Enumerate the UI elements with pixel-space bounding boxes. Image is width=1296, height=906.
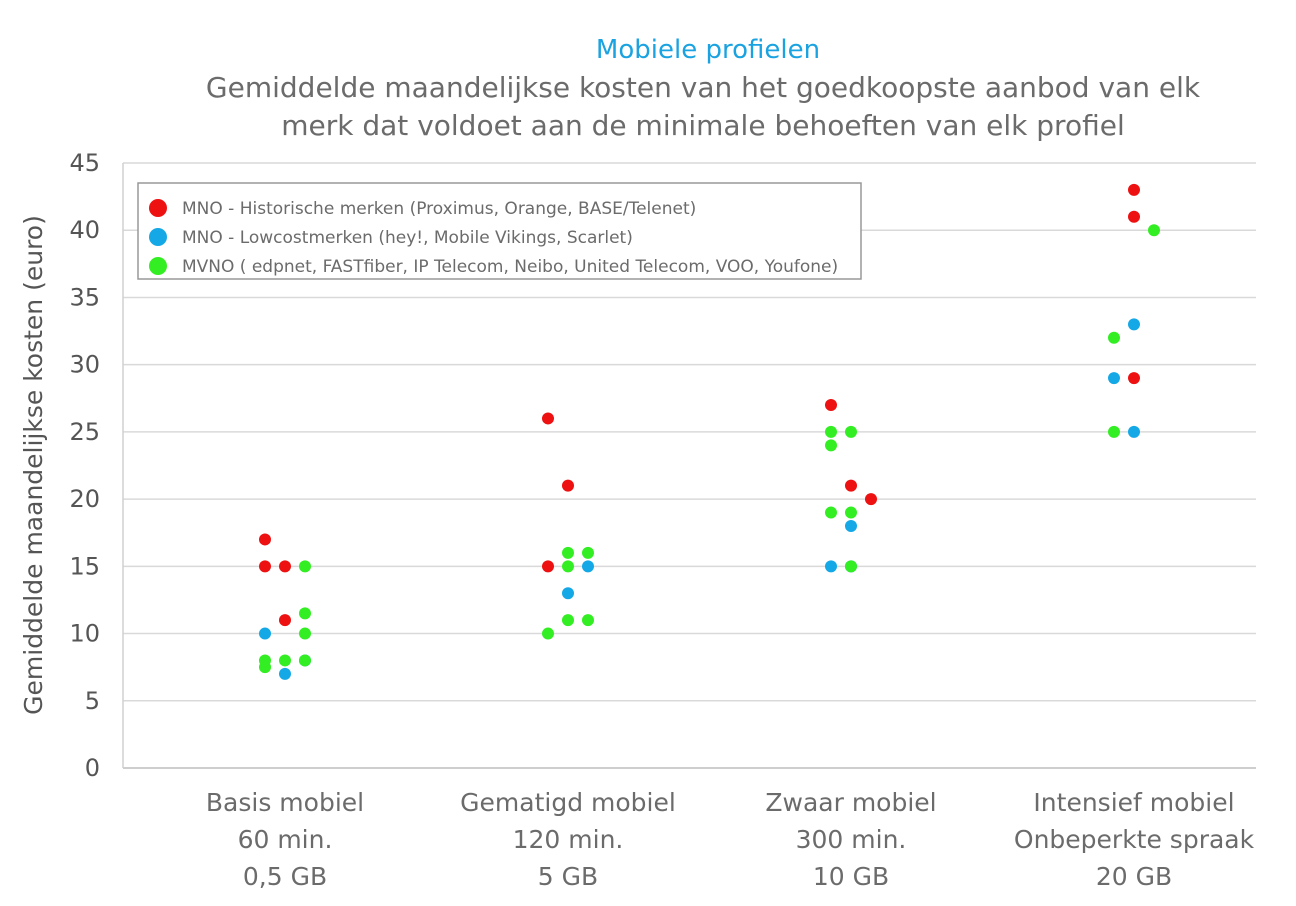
data-point <box>582 614 594 627</box>
x-category-label: 0,5 GB <box>243 862 327 891</box>
x-category-label: 10 GB <box>813 862 889 891</box>
x-category-label: 5 GB <box>538 862 598 891</box>
data-point <box>1128 318 1140 331</box>
data-point <box>825 399 837 411</box>
chart-subtitle-line-2: merk dat voldoet aan de minimale behoeft… <box>281 109 1124 142</box>
data-point <box>1148 224 1160 237</box>
data-point <box>845 560 857 573</box>
data-point <box>259 533 271 546</box>
y-tick-label: 25 <box>69 418 100 446</box>
y-tick-label: 5 <box>85 687 100 715</box>
data-point <box>825 425 837 438</box>
data-point <box>1128 210 1140 223</box>
data-point <box>582 560 594 573</box>
x-category-label: Basis mobiel <box>206 788 364 817</box>
data-point <box>1128 183 1140 196</box>
data-point <box>825 560 837 573</box>
legend-marker <box>149 257 167 275</box>
data-point <box>562 614 574 627</box>
data-point <box>562 546 574 559</box>
x-axis: Basis mobiel 60 min. 0,5 GB Gematigd mobiel… <box>206 788 1255 891</box>
y-axis-label: Gemiddelde maandelijkse kosten (euro) <box>19 215 48 715</box>
y-tick-label: 20 <box>69 485 100 513</box>
data-point <box>562 587 574 600</box>
x-category-label: Onbeperkte spraak <box>1014 825 1255 854</box>
data-point <box>299 607 311 620</box>
legend-box <box>137 182 862 280</box>
x-category-label: 120 min. <box>513 825 624 854</box>
data-point <box>299 654 311 667</box>
data-point <box>279 560 291 573</box>
data-point <box>1108 425 1120 438</box>
data-point <box>542 627 554 640</box>
data-point <box>825 506 837 519</box>
legend-marker <box>149 199 167 217</box>
data-point <box>845 506 857 519</box>
data-point <box>845 520 857 532</box>
data-points <box>259 183 1160 680</box>
x-category-label: Gematigd mobiel <box>460 788 676 817</box>
data-point <box>562 560 574 573</box>
y-tick-label: 40 <box>69 216 100 244</box>
data-point <box>582 546 594 559</box>
data-point <box>865 493 877 506</box>
data-point <box>845 479 857 492</box>
data-point <box>1108 331 1120 344</box>
data-point <box>259 627 271 640</box>
data-point <box>542 560 554 573</box>
x-category-label: 20 GB <box>1096 862 1172 891</box>
data-point <box>1128 372 1140 385</box>
data-point <box>279 614 291 627</box>
legend-marker <box>149 228 167 246</box>
y-tick-label: 10 <box>69 620 100 648</box>
chart-title: Mobiele profielen <box>596 35 820 65</box>
data-point <box>299 627 311 640</box>
y-tick-label: 35 <box>69 283 100 311</box>
data-point <box>259 560 271 573</box>
data-point <box>299 560 311 573</box>
data-point <box>1108 372 1120 385</box>
data-point <box>279 654 291 667</box>
y-tick-label: 0 <box>85 754 100 782</box>
data-point <box>542 412 554 425</box>
data-point <box>845 425 857 438</box>
legend: MNO - Historische merken (Proximus, Oran… <box>137 182 862 280</box>
y-tick-label: 45 <box>69 149 100 177</box>
x-category-label: Intensief mobiel <box>1033 788 1234 817</box>
y-tick-label: 30 <box>69 351 100 379</box>
chart-title-group: Mobiele profielen Gemiddelde maandelijks… <box>206 35 1201 142</box>
y-axis: 0 5 10 15 20 25 30 35 40 45 <box>69 149 124 782</box>
data-point <box>259 661 271 674</box>
x-category-label: 300 min. <box>796 825 907 854</box>
y-tick-label: 15 <box>69 552 100 580</box>
legend-label: MVNO ( edpnet, FASTfiber, IP Telecom, Ne… <box>182 257 838 277</box>
data-point <box>1128 425 1140 438</box>
legend-label: MNO - Historische merken (Proximus, Oran… <box>182 199 696 219</box>
legend-label: MNO - Lowcostmerken (hey!, Mobile Viking… <box>182 228 633 248</box>
x-category-label: 60 min. <box>238 825 333 854</box>
data-point <box>279 667 291 680</box>
x-category-label: Zwaar mobiel <box>765 788 936 817</box>
data-point <box>825 439 837 452</box>
chart-subtitle-line-1: Gemiddelde maandelijkse kosten van het g… <box>206 71 1201 104</box>
data-point <box>562 479 574 492</box>
